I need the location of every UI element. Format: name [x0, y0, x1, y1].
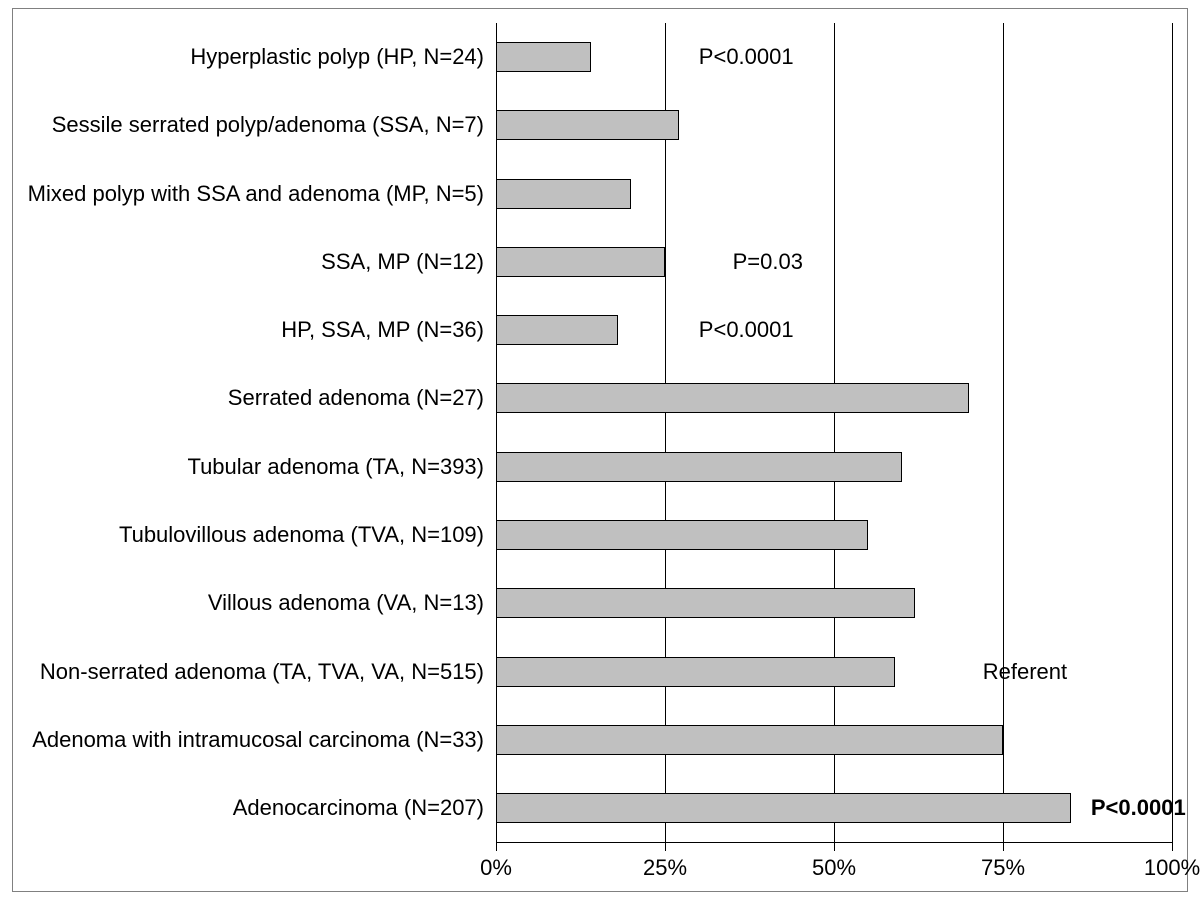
- bar: [496, 247, 665, 277]
- bar-annotation: P<0.0001: [699, 317, 794, 343]
- bar: [496, 725, 1003, 755]
- bar-row: Tubular adenoma (TA, N=393): [496, 433, 1172, 501]
- x-tick-label: 0%: [480, 855, 512, 881]
- bar-row: Tubulovillous adenoma (TVA, N=109): [496, 501, 1172, 569]
- category-label: Adenoma with intramucosal carcinoma (N=3…: [32, 727, 496, 753]
- bar: [496, 657, 895, 687]
- x-tick: [496, 843, 497, 851]
- bar-row: Mixed polyp with SSA and adenoma (MP, N=…: [496, 159, 1172, 227]
- x-tick-label: 25%: [643, 855, 687, 881]
- bar-row: Hyperplastic polyp (HP, N=24)P<0.0001: [496, 23, 1172, 91]
- bar-row: Adenoma with intramucosal carcinoma (N=3…: [496, 706, 1172, 774]
- category-label: Non-serrated adenoma (TA, TVA, VA, N=515…: [40, 659, 496, 685]
- bar: [496, 315, 618, 345]
- x-tick: [1003, 843, 1004, 851]
- bar: [496, 520, 868, 550]
- bar: [496, 793, 1071, 823]
- bar: [496, 452, 902, 482]
- x-tick-label: 50%: [812, 855, 856, 881]
- bar-row: HP, SSA, MP (N=36)P<0.0001: [496, 296, 1172, 364]
- x-tick: [1172, 843, 1173, 851]
- bar-row: Adenocarcinoma (N=207)P<0.0001: [496, 774, 1172, 842]
- bar-row: Villous adenoma (VA, N=13): [496, 569, 1172, 637]
- category-label: Sessile serrated polyp/adenoma (SSA, N=7…: [52, 112, 496, 138]
- category-label: Mixed polyp with SSA and adenoma (MP, N=…: [28, 181, 496, 207]
- bar-annotation: Referent: [983, 659, 1067, 685]
- bar-row: Sessile serrated polyp/adenoma (SSA, N=7…: [496, 91, 1172, 159]
- category-label: Hyperplastic polyp (HP, N=24): [190, 44, 496, 70]
- bar-annotation: P<0.0001: [1091, 795, 1186, 821]
- x-tick-label: 75%: [981, 855, 1025, 881]
- x-gridline: [1172, 23, 1173, 843]
- x-tick-label: 100%: [1144, 855, 1200, 881]
- bar-row: SSA, MP (N=12)P=0.03: [496, 228, 1172, 296]
- bar: [496, 179, 631, 209]
- bar: [496, 42, 591, 72]
- category-label: Villous adenoma (VA, N=13): [208, 590, 496, 616]
- category-label: Tubulovillous adenoma (TVA, N=109): [119, 522, 496, 548]
- bar: [496, 383, 969, 413]
- bar-annotation: P<0.0001: [699, 44, 794, 70]
- category-label: SSA, MP (N=12): [321, 249, 496, 275]
- bar-row: Non-serrated adenoma (TA, TVA, VA, N=515…: [496, 638, 1172, 706]
- plot-area: Hyperplastic polyp (HP, N=24)P<0.0001Ses…: [496, 23, 1172, 843]
- x-tick: [834, 843, 835, 851]
- chart-frame: Hyperplastic polyp (HP, N=24)P<0.0001Ses…: [12, 8, 1188, 892]
- category-label: Adenocarcinoma (N=207): [233, 795, 496, 821]
- category-label: Tubular adenoma (TA, N=393): [187, 454, 496, 480]
- bar-annotation: P=0.03: [733, 249, 803, 275]
- bar: [496, 110, 679, 140]
- category-label: HP, SSA, MP (N=36): [281, 317, 496, 343]
- bar: [496, 588, 915, 618]
- bar-row: Serrated adenoma (N=27): [496, 364, 1172, 432]
- x-tick: [665, 843, 666, 851]
- category-label: Serrated adenoma (N=27): [228, 385, 496, 411]
